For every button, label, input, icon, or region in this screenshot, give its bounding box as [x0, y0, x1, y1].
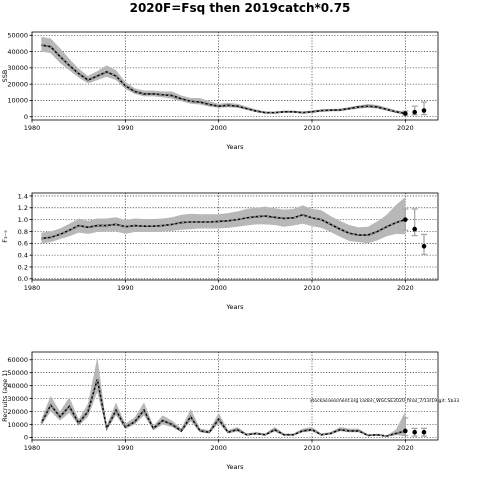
x-tick-label: 2000 [210, 444, 227, 452]
forecast-point [421, 429, 427, 435]
plot-frame [31, 351, 439, 441]
fbar-panel: 1980 1990 2000 2010 2020 0.0 0.2 0.4 0.6 0.8 1.0 1.… [1, 192, 439, 311]
y-tick-label: 20000 [7, 408, 28, 416]
figure-title: 2020F=Fsq then 2019catch*0.75 [130, 1, 351, 15]
y-tick-label: 0.4 [18, 251, 28, 259]
y-tick-label: 40000 [7, 48, 28, 56]
y-tick-label: 50000 [7, 369, 28, 377]
x-axis-label: Years [225, 303, 244, 311]
y-tick-label: 1.4 [18, 192, 28, 200]
confidence-band [41, 197, 406, 244]
x-tick-label: 1980 [24, 284, 41, 292]
plot-frame [31, 192, 439, 281]
estimate-dash-overlay [40, 379, 406, 437]
x-tick-label: 2010 [304, 444, 321, 452]
x-tick-label: 2020 [397, 284, 414, 292]
plot-frame [31, 31, 439, 121]
y-tick-label: 1.2 [18, 204, 28, 212]
x-axis-label: Years [225, 143, 244, 151]
estimate-dash-overlay [41, 214, 406, 240]
y-tick-label: 0.8 [18, 228, 28, 236]
forecast-point [412, 109, 417, 115]
x-tick-label: 1990 [117, 124, 134, 132]
y-tick-label: 50000 [7, 32, 28, 40]
x-tick-label: 2010 [304, 284, 321, 292]
forecast-point [403, 111, 408, 116]
y-axis-label: SSB [1, 70, 9, 83]
y-tick-label: 30000 [7, 64, 28, 72]
forecast-point [403, 428, 408, 434]
forecast-point [412, 429, 417, 435]
y-tick-label: 10000 [7, 97, 28, 105]
x-tick-label: 1990 [117, 444, 134, 452]
recruitment-panel: 1980 1990 2000 2010 2020 0 10000 20000 30000 4000… [1, 351, 439, 471]
x-tick-label: 1980 [24, 444, 41, 452]
x-tick-label: 2000 [210, 124, 227, 132]
x-tick-label: 2010 [304, 124, 321, 132]
y-tick-label: 30000 [7, 395, 28, 403]
x-tick-label: 2020 [397, 444, 414, 452]
y-axis-label: Recruits (age 1) [1, 370, 9, 422]
x-axis-label: Years [225, 463, 244, 471]
y-tick-label: 60000 [7, 356, 28, 364]
y-tick-label: 1.0 [18, 216, 28, 224]
figure-note: stockassessment.org codon_WGCSE2020_fina… [310, 398, 459, 404]
y-axis-label: F₃₋₅ [1, 230, 9, 243]
ssb-panel: 1980 1990 2000 2010 2020 0 10000 20000 30000 4000… [1, 31, 439, 151]
x-tick-label: 2000 [210, 284, 227, 292]
estimate-line [41, 44, 406, 115]
forecast-point [412, 226, 417, 232]
forecast-point [421, 243, 427, 249]
y-tick-label: 0 [24, 113, 28, 121]
y-tick-label: 0.0 [18, 275, 28, 283]
x-tick-label: 1990 [117, 284, 134, 292]
y-tick-label: 20000 [7, 80, 28, 88]
forecast-point [421, 108, 427, 113]
y-tick-label: 0.2 [18, 263, 28, 271]
y-tick-label: 40000 [7, 382, 28, 390]
y-tick-label: 10000 [7, 421, 28, 429]
y-tick-label: 0 [24, 434, 28, 442]
x-tick-label: 1980 [24, 124, 41, 132]
forecast-point [403, 217, 408, 222]
y-tick-label: 0.6 [18, 240, 28, 248]
x-tick-label: 2020 [397, 124, 414, 132]
